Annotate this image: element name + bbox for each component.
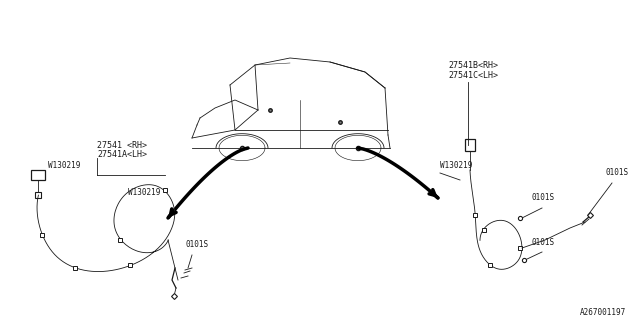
- Text: 27541A<LH>: 27541A<LH>: [97, 150, 147, 159]
- Text: W130219: W130219: [48, 161, 81, 170]
- Text: 27541C<LH>: 27541C<LH>: [448, 71, 498, 80]
- Bar: [31, 170, 45, 180]
- Text: 0101S: 0101S: [532, 238, 555, 247]
- Text: 0101S: 0101S: [606, 168, 629, 177]
- Text: W130219: W130219: [128, 188, 161, 197]
- Text: A267001197: A267001197: [580, 308, 627, 317]
- Text: 27541B<RH>: 27541B<RH>: [448, 61, 498, 70]
- Text: 0101S: 0101S: [185, 240, 208, 249]
- Text: 27541 <RH>: 27541 <RH>: [97, 141, 147, 150]
- Text: W130219: W130219: [440, 161, 472, 170]
- Bar: [465, 139, 475, 151]
- Text: 0101S: 0101S: [532, 193, 555, 202]
